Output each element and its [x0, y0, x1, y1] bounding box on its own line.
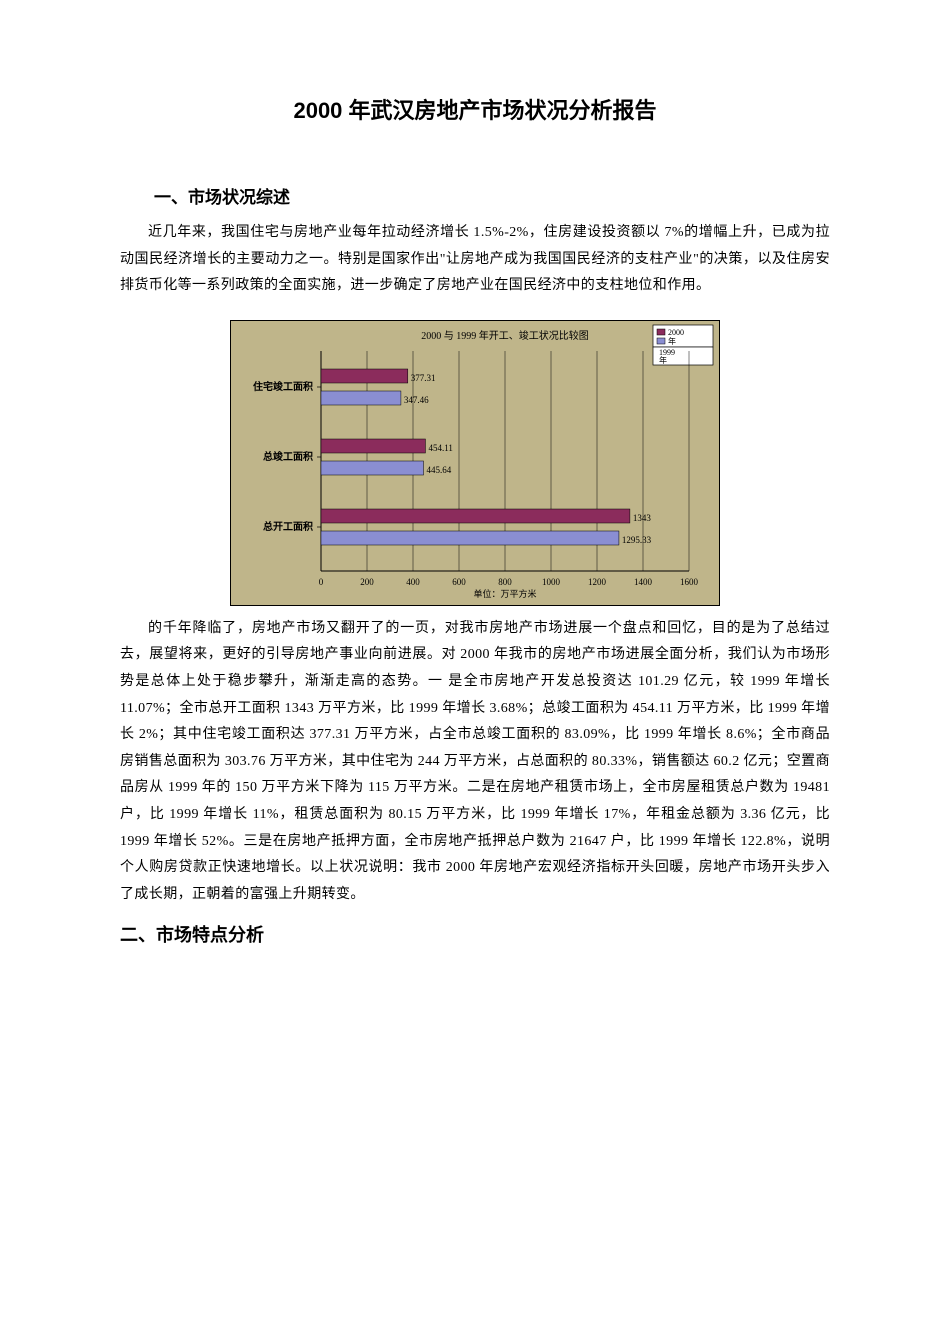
document-page: 2000 年武汉房地产市场状况分析报告 一、市场状况综述 近几年来，我国住宅与房…: [0, 0, 950, 1019]
svg-text:445.64: 445.64: [426, 465, 451, 475]
svg-text:347.46: 347.46: [404, 395, 429, 405]
svg-text:800: 800: [498, 577, 512, 587]
svg-text:377.31: 377.31: [411, 373, 436, 383]
svg-text:总竣工面积: 总竣工面积: [263, 450, 313, 463]
svg-text:2000 与 1999 年开工、竣工状况比较图: 2000 与 1999 年开工、竣工状况比较图: [421, 329, 589, 342]
svg-text:1295.33: 1295.33: [622, 535, 652, 545]
svg-text:总开工面积: 总开工面积: [263, 520, 313, 533]
svg-text:单位：万平方米: 单位：万平方米: [473, 588, 536, 599]
svg-text:住宅竣工面积: 住宅竣工面积: [253, 380, 313, 393]
svg-text:年: 年: [659, 355, 667, 365]
document-title: 2000 年武汉房地产市场状况分析报告: [120, 90, 830, 132]
svg-text:0: 0: [319, 577, 324, 587]
svg-text:1400: 1400: [634, 577, 653, 587]
section-1-para-1: 近几年来，我国住宅与房地产业每年拉动经济增长 1.5%-2%，住房建设投资额以 …: [120, 220, 830, 300]
svg-text:年: 年: [668, 336, 676, 346]
svg-text:454.11: 454.11: [428, 443, 452, 453]
svg-text:1200: 1200: [588, 577, 607, 587]
section-2-heading: 二、市场特点分析: [120, 918, 830, 952]
section-1-para-2: 的千年降临了，房地产市场又翻开了的一页，对我市房地产市场进展一个盘点和回忆，目的…: [120, 616, 830, 909]
svg-text:2000: 2000: [668, 328, 684, 337]
svg-text:400: 400: [406, 577, 420, 587]
svg-text:200: 200: [360, 577, 374, 587]
svg-text:600: 600: [452, 577, 466, 587]
svg-text:1000: 1000: [542, 577, 561, 587]
svg-text:1343: 1343: [633, 513, 652, 523]
section-1-heading: 一、市场状况综述: [120, 182, 830, 214]
svg-text:1600: 1600: [680, 577, 699, 587]
bar-chart: 2000 与 1999 年开工、竣工状况比较图2000年1999年0200400…: [231, 321, 719, 605]
chart-frame: 2000 与 1999 年开工、竣工状况比较图2000年1999年0200400…: [230, 320, 720, 606]
chart-container: 2000 与 1999 年开工、竣工状况比较图2000年1999年0200400…: [120, 320, 830, 606]
